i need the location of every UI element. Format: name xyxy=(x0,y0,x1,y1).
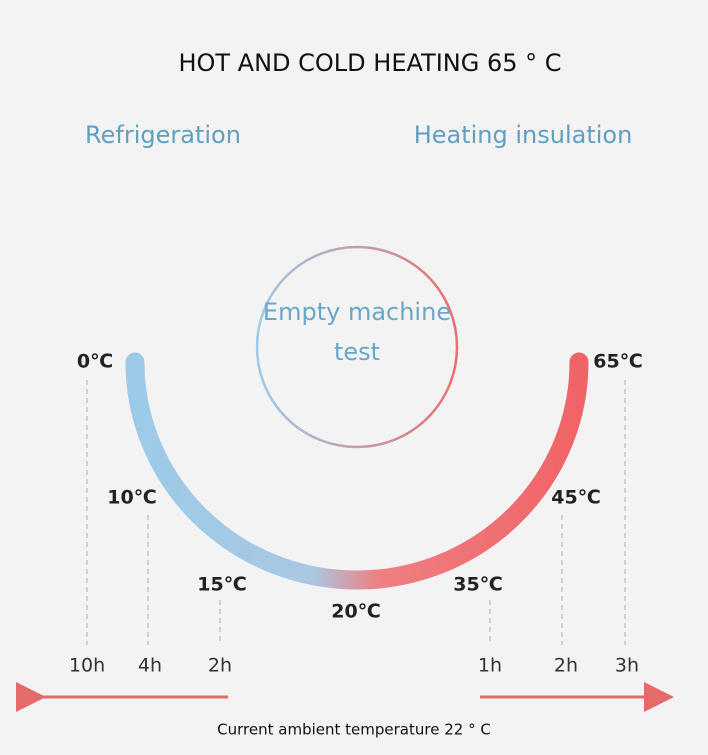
time-label: 3h xyxy=(615,655,639,677)
temp-label: 20℃ xyxy=(331,601,380,623)
temp-label: 35℃ xyxy=(453,574,502,596)
temp-label: 15℃ xyxy=(197,574,246,596)
time-label: 10h xyxy=(69,655,105,677)
center-text: Empty machine xyxy=(263,298,451,326)
center-circle xyxy=(255,245,459,449)
footer: Current ambient temperature 22 ° C xyxy=(217,721,491,739)
time-label: 1h xyxy=(478,655,502,677)
hot-label: Heating insulation xyxy=(414,121,633,149)
title: HOT AND COLD HEATING 65 ° C xyxy=(178,49,561,77)
time-label: 2h xyxy=(208,655,232,677)
temp-label: 0℃ xyxy=(77,351,113,373)
temp-label: 45℃ xyxy=(551,487,600,509)
temp-label: 65℃ xyxy=(593,351,642,373)
center-text: test xyxy=(334,338,380,366)
temp-label: 10℃ xyxy=(107,487,156,509)
time-label: 4h xyxy=(138,655,162,677)
time-label: 2h xyxy=(554,655,578,677)
temperature-arc xyxy=(125,352,589,590)
cold-label: Refrigeration xyxy=(85,121,241,149)
